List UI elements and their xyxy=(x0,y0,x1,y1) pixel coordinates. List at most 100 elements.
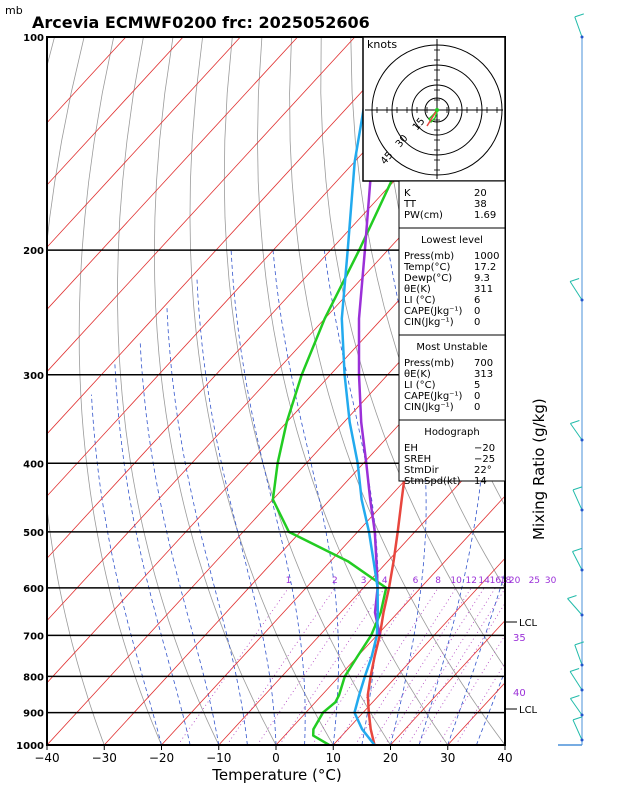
storm-motion-vector xyxy=(426,109,438,127)
mixing-ratio-label: 20 xyxy=(509,576,521,586)
wind-barb xyxy=(574,644,583,666)
isotherm xyxy=(47,37,356,373)
mixing-ratio-axis-label: Mixing Ratio (g/kg) xyxy=(530,398,548,540)
wind-barb-flag xyxy=(574,641,584,646)
section-title: Lowest level xyxy=(421,235,483,246)
wind-barb-dot xyxy=(580,508,584,512)
index-value: 17.2 xyxy=(474,262,496,273)
wind-barb-dot xyxy=(580,35,584,39)
mixing-ratio-line xyxy=(311,587,416,745)
wind-barb-flag xyxy=(569,278,580,282)
isotherm xyxy=(47,246,505,745)
isotherm xyxy=(47,37,470,497)
temperature-tick-label: 40 xyxy=(497,751,512,765)
pressure-tick-label: 900 xyxy=(23,709,44,720)
wind-barb xyxy=(572,719,583,741)
moist-adiabat xyxy=(139,342,220,745)
index-label: Press(mb) xyxy=(404,358,454,369)
index-value: 5 xyxy=(474,380,480,391)
index-label: θE(K) xyxy=(404,284,431,295)
wind-barb-flag xyxy=(570,420,580,424)
wind-barb xyxy=(569,281,583,301)
isotherm xyxy=(47,37,127,124)
indices-panel: K 20 TT 38 PW(cm) 1.69 Lowest level Press(mb) 10… xyxy=(398,180,506,487)
hodograph-units: knots xyxy=(367,38,397,51)
temperature-tick-label: 30 xyxy=(440,751,455,765)
index-label: K xyxy=(404,188,411,199)
pressure-tick-label: 100 xyxy=(23,33,44,44)
index-label: TT xyxy=(403,199,417,210)
wind-barb-dot xyxy=(580,298,584,302)
temperature-tick-labels: −40 −30 −20 −10 0 10 20 30 40 xyxy=(34,745,513,765)
pressure-unit-label: mb xyxy=(5,4,23,17)
moist-adiabat xyxy=(272,250,339,745)
theta-label-40: 40 xyxy=(513,688,526,699)
index-label: θE(K) xyxy=(404,369,431,380)
mixing-ratio-line xyxy=(256,587,364,745)
index-label: CAPE(Jkg⁻¹) xyxy=(404,306,462,317)
pressure-tick-label: 300 xyxy=(23,371,44,382)
lcl-label-lower: LCL xyxy=(519,705,538,716)
dry-adiabat xyxy=(529,37,618,745)
x-axis-label: Temperature (°C) xyxy=(211,766,341,784)
index-value: −20 xyxy=(474,443,495,454)
mixing-ratio-line xyxy=(438,634,505,745)
index-label: Press(mb) xyxy=(404,251,454,262)
mixing-ratio-line xyxy=(177,587,289,745)
section-title: Hodograph xyxy=(424,427,479,438)
mixing-ratio-label: 2 xyxy=(332,576,338,586)
pressure-tick-label: 500 xyxy=(23,528,44,539)
hodograph: knots 15 30 45 xyxy=(362,36,506,182)
wind-barb xyxy=(572,551,583,571)
wind-barb-flag xyxy=(567,595,577,599)
mixing-ratio-label: 10 xyxy=(450,576,462,586)
index-label: Dewp(°C) xyxy=(404,273,452,284)
moist-adiabat xyxy=(114,364,191,745)
pressure-tick-label: 600 xyxy=(23,584,44,595)
mixing-ratio-line xyxy=(407,587,505,745)
temperature-tick-label: 10 xyxy=(326,751,341,765)
isotherm xyxy=(218,433,505,745)
mixing-ratio-label: 4 xyxy=(382,576,388,586)
mixing-ratio-label: 12 xyxy=(465,576,476,586)
index-label: LI (°C) xyxy=(404,380,436,391)
chart-title: Arcevia ECMWF0200 frc: 2025052606 xyxy=(32,13,370,32)
index-label: PW(cm) xyxy=(404,210,443,221)
indices-frame xyxy=(398,180,506,482)
mixing-ratio-line xyxy=(354,587,457,745)
temperature-tick-label: −40 xyxy=(34,751,59,765)
index-value: 1.69 xyxy=(474,210,496,221)
index-value: 1000 xyxy=(474,251,499,262)
wind-barb-dot xyxy=(580,713,584,717)
index-value: 6 xyxy=(474,295,480,306)
mixing-ratio-label: 3 xyxy=(361,576,367,586)
index-value: 9.3 xyxy=(474,273,490,284)
wind-barb xyxy=(572,489,583,511)
wind-barb-flag xyxy=(570,695,580,699)
wind-barb-flag xyxy=(569,668,580,672)
isotherm xyxy=(103,308,505,745)
mixing-ratio-line xyxy=(455,661,505,745)
wind-barb-flag xyxy=(572,716,583,721)
wind-barb xyxy=(567,598,583,616)
mixing-ratio-label: 16 xyxy=(490,576,502,586)
wind-barb xyxy=(569,423,583,441)
index-value: 700 xyxy=(474,358,493,369)
moist-adiabat xyxy=(388,250,427,745)
moist-adiabat xyxy=(230,250,306,745)
wind-barb-dot xyxy=(580,688,584,692)
mixing-ratio-line xyxy=(335,587,439,745)
index-label: StmDir xyxy=(404,465,439,476)
index-value: 0 xyxy=(474,391,480,402)
isotherm xyxy=(47,37,241,248)
index-value: 0 xyxy=(474,402,480,413)
wind-barb-dot xyxy=(580,663,584,667)
isotherm xyxy=(47,37,413,435)
isotherm xyxy=(275,495,505,745)
isotherm xyxy=(47,37,298,310)
dry-adiabat xyxy=(78,37,162,745)
theta-label-35: 35 xyxy=(513,633,526,644)
dry-adiabat xyxy=(153,37,277,745)
